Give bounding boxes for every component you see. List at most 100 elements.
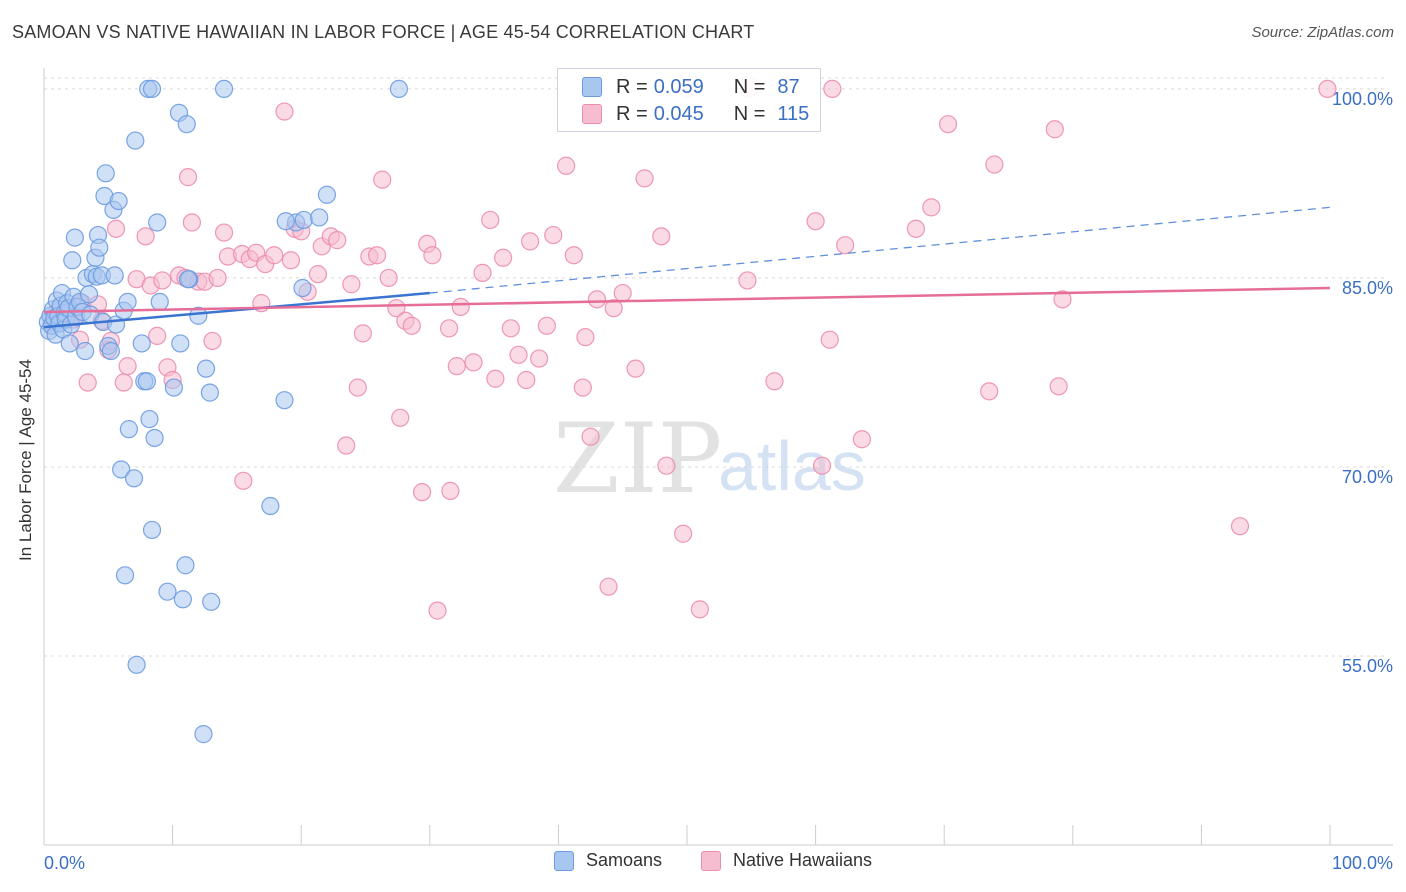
hawaiian-point bbox=[481, 210, 500, 230]
hawaiian-point bbox=[544, 225, 563, 245]
hawaiian-point bbox=[521, 232, 540, 251]
hawaiian-point bbox=[980, 382, 999, 401]
hawaiian-point bbox=[391, 408, 410, 427]
samoan-point bbox=[63, 251, 82, 270]
hawaiian-point bbox=[153, 271, 172, 290]
samoan-point bbox=[145, 428, 164, 448]
samoan-point bbox=[150, 292, 169, 311]
hawaiian-point bbox=[208, 268, 227, 288]
r-label: R = bbox=[616, 75, 648, 98]
legend-item-samoans[interactable]: Samoans bbox=[554, 850, 662, 871]
y-tick-label: 70.0% bbox=[1342, 467, 1393, 487]
hawaiian-point bbox=[214, 223, 234, 242]
hawaiian-point bbox=[613, 283, 632, 303]
samoan-point bbox=[112, 460, 131, 479]
hawaiian-point bbox=[118, 357, 137, 376]
hawaiians-legend-swatch bbox=[701, 850, 721, 871]
samoans-trend-line bbox=[43, 291, 430, 329]
y-axis-label: In Labor Force | Age 45-54 bbox=[16, 359, 35, 561]
legend-item-hawaiians[interactable]: Native Hawaiians bbox=[701, 850, 872, 871]
samoan-point bbox=[79, 285, 99, 304]
hawaiian-point bbox=[337, 436, 356, 455]
y-tick-label: 85.0% bbox=[1342, 278, 1393, 298]
hawaiian-point bbox=[439, 319, 459, 338]
hawaiian-point bbox=[564, 246, 583, 265]
samoans-n-value: 87 bbox=[777, 75, 800, 98]
hawaiian-point bbox=[348, 378, 367, 397]
samoan-point bbox=[164, 378, 183, 397]
hawaiian-point bbox=[517, 370, 536, 390]
hawaiian-point bbox=[530, 349, 549, 368]
hawaiian-point bbox=[604, 299, 623, 318]
hawaiian-point bbox=[501, 319, 520, 338]
hawaiian-point bbox=[308, 265, 328, 284]
hawaiian-point bbox=[599, 577, 618, 596]
samoan-point bbox=[293, 278, 312, 298]
hawaiian-point bbox=[275, 102, 294, 121]
samoan-point bbox=[177, 115, 196, 134]
hawaiian-point bbox=[412, 483, 432, 502]
y-tick-label: 55.0% bbox=[1342, 656, 1393, 676]
legend-row-samoans: R = 0.059 N = 87 bbox=[582, 74, 800, 100]
samoan-point bbox=[132, 334, 151, 353]
hawaiian-point bbox=[1318, 79, 1337, 99]
samoan-point bbox=[176, 556, 195, 575]
hawaiian-point bbox=[922, 198, 941, 217]
samoan-point bbox=[90, 238, 109, 257]
hawaiians-n-value: 115 bbox=[777, 102, 810, 125]
samoan-point bbox=[196, 359, 216, 378]
hawaiian-point bbox=[106, 219, 126, 238]
r-label: R = bbox=[616, 102, 648, 125]
hawaiian-point bbox=[765, 372, 784, 391]
hawaiian-point bbox=[581, 427, 600, 446]
hawaiians-swatch bbox=[582, 104, 602, 124]
hawaiian-point bbox=[509, 345, 528, 364]
hawaiian-point bbox=[428, 601, 447, 620]
samoan-point bbox=[119, 420, 138, 439]
hawaiian-point bbox=[464, 353, 483, 372]
samoan-point bbox=[101, 341, 120, 361]
hawaiian-point bbox=[441, 481, 460, 500]
hawaiian-point bbox=[938, 115, 958, 134]
hawaiian-point bbox=[576, 328, 595, 347]
samoan-point bbox=[171, 334, 190, 353]
hawaiian-point bbox=[806, 212, 825, 231]
hawaiian-point bbox=[178, 168, 198, 187]
hawaiian-point bbox=[451, 297, 470, 317]
samoans-legend-swatch bbox=[554, 850, 574, 871]
hawaiian-point bbox=[537, 316, 556, 335]
hawaiian-point bbox=[265, 246, 284, 265]
samoan-point bbox=[310, 208, 329, 227]
hawaiian-point bbox=[494, 248, 513, 267]
hawaiian-point bbox=[906, 219, 926, 238]
samoan-point bbox=[124, 469, 144, 488]
series-legend: Samoans Native Hawaiians bbox=[0, 850, 1406, 878]
hawaiian-point bbox=[281, 251, 301, 270]
samoan-point bbox=[276, 212, 295, 231]
hawaiian-point bbox=[657, 456, 676, 475]
hawaiian-point bbox=[652, 227, 671, 246]
hawaiian-point bbox=[182, 213, 201, 232]
samoan-point bbox=[200, 383, 219, 402]
samoans-legend-label: Samoans bbox=[586, 850, 663, 870]
samoan-point bbox=[158, 582, 177, 601]
source-credit: Source: ZipAtlas.com bbox=[1251, 24, 1394, 41]
samoan-point bbox=[118, 292, 137, 311]
samoan-point bbox=[115, 566, 135, 585]
samoan-point bbox=[126, 131, 145, 150]
watermark-zip: ZIP bbox=[553, 403, 722, 515]
samoan-point bbox=[137, 372, 156, 391]
watermark-atlas: atlas bbox=[718, 427, 866, 505]
hawaiian-point bbox=[353, 324, 373, 343]
hawaiian-point bbox=[373, 170, 392, 189]
hawaiian-point bbox=[114, 373, 133, 392]
samoan-point bbox=[294, 210, 313, 230]
samoan-point bbox=[178, 270, 198, 289]
y-tick-label: 100.0% bbox=[1332, 89, 1393, 109]
hawaiian-point bbox=[234, 471, 253, 490]
hawaiian-point bbox=[674, 524, 693, 543]
samoan-point bbox=[105, 266, 124, 285]
hawaiian-point bbox=[148, 326, 167, 345]
samoan-point bbox=[189, 306, 208, 325]
